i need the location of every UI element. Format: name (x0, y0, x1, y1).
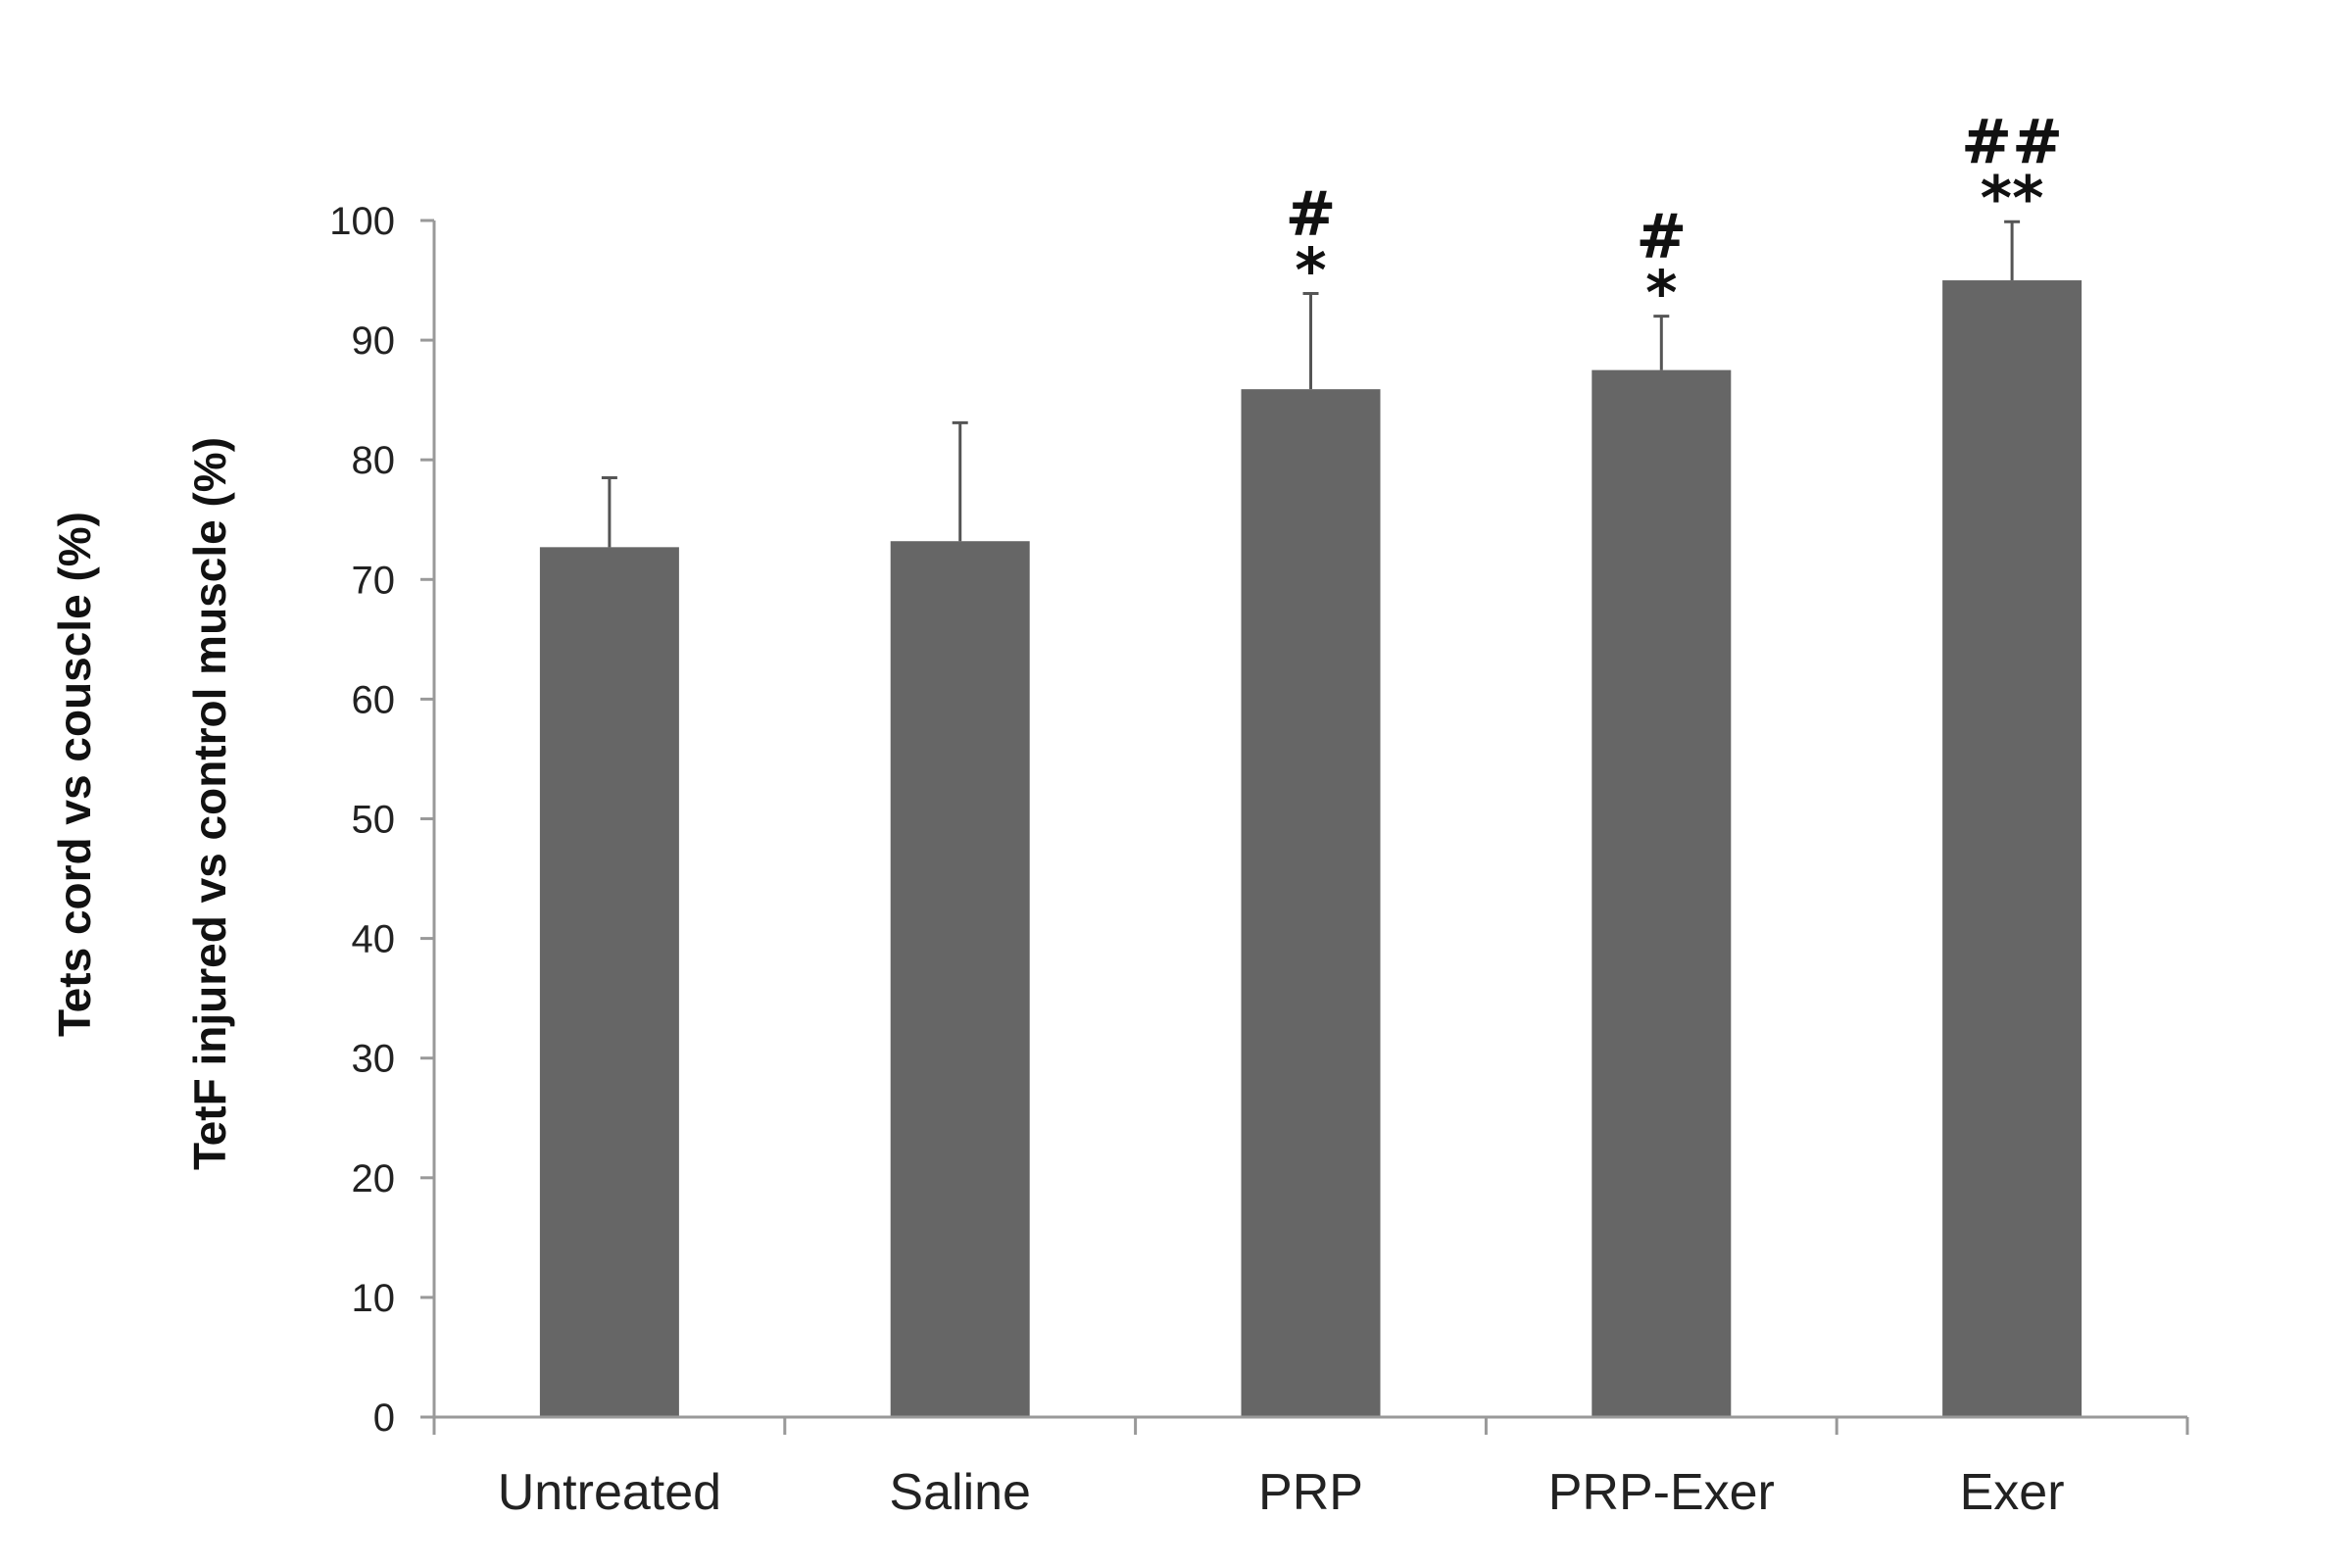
y-tick-label: 80 (352, 439, 396, 482)
bar-prp (1241, 389, 1381, 1417)
y-tick-label: 20 (352, 1157, 396, 1200)
y-tick-label: 100 (329, 200, 395, 243)
significance-hash-prp-exer: # (1636, 201, 1687, 272)
significance-markers: *#*#**## (1286, 106, 2064, 328)
y-tick-label: 30 (352, 1038, 396, 1081)
y-tick-label: 40 (352, 918, 396, 961)
y-tick-label: 10 (352, 1277, 396, 1320)
error-bars (601, 220, 2021, 548)
significance-star-prp: * (1295, 234, 1326, 306)
x-axis-labels: Untreated Saline PRP PRP-Exer Exer (498, 1464, 2065, 1521)
y-axis-label-line-2: TetF injured vs control muscle (%) (184, 437, 235, 1170)
x-axis-ticks (432, 1417, 2189, 1435)
y-tick-label: 0 (373, 1396, 395, 1440)
significance-star-prp-exer: * (1645, 258, 1677, 329)
y-tick-label: 70 (352, 559, 396, 602)
y-axis-ticks: 0 10 20 30 40 50 60 70 80 90 100 (329, 200, 434, 1440)
x-category-label: Exer (1960, 1464, 2065, 1521)
x-category-label: Untreated (498, 1464, 721, 1521)
y-axis-label-line-1: Tets cord vs couscle (%) (49, 512, 100, 1037)
significance-star-exer: ** (1981, 163, 2044, 234)
significance-hash-exer: ## (1961, 106, 2063, 177)
bar-exer (1942, 280, 2082, 1417)
significance-hash-prp: # (1286, 177, 1337, 249)
bar-saline (890, 541, 1030, 1417)
x-category-label: PRP-Exer (1548, 1464, 1775, 1521)
x-category-label: PRP (1258, 1464, 1363, 1521)
y-tick-label: 60 (352, 678, 396, 721)
bar-prp-exer (1592, 369, 1732, 1417)
bar-untreated (539, 547, 679, 1417)
y-tick-label: 50 (352, 799, 396, 842)
x-category-label: Saline (889, 1464, 1031, 1521)
bars (539, 280, 2082, 1417)
y-tick-label: 90 (352, 319, 396, 363)
